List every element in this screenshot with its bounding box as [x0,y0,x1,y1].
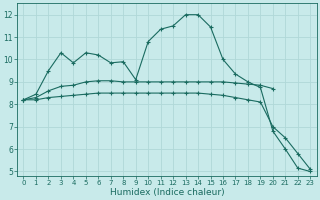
X-axis label: Humidex (Indice chaleur): Humidex (Indice chaleur) [109,188,224,197]
